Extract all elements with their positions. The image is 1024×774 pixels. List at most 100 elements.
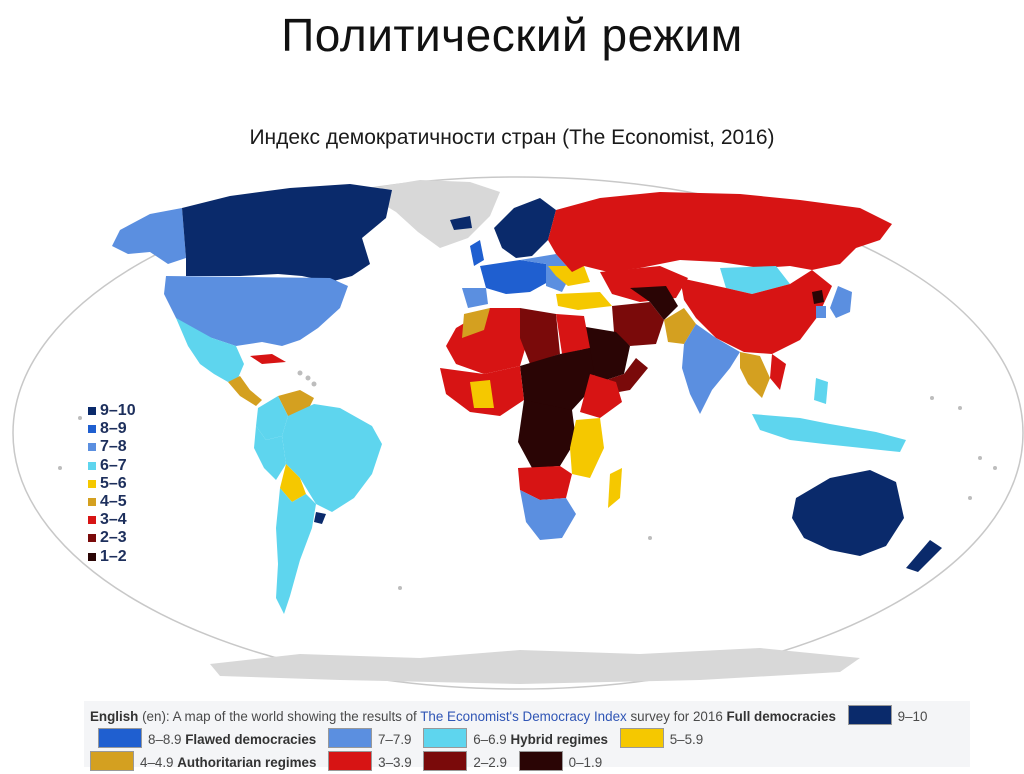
country-uruguay[interactable] (314, 512, 326, 524)
country-russia[interactable] (548, 192, 892, 272)
caption-auth-range-c: 0–1.9 (568, 755, 603, 770)
country-morocco[interactable] (462, 308, 490, 338)
caption-full-range: 9–10 (897, 709, 928, 724)
country-colombia[interactable] (256, 396, 288, 440)
country-usa-alaska[interactable] (112, 208, 186, 264)
legend-label: 8–9 (100, 420, 127, 438)
caption-flawed-range-a: 8–8.9 (148, 732, 182, 747)
legend-swatch (88, 498, 96, 507)
legend-label: 3–4 (100, 511, 127, 529)
legend-label: 6–7 (100, 456, 127, 474)
country-ghana-region[interactable] (470, 380, 494, 408)
legend-swatch (88, 534, 96, 543)
legend-item: 4–5 (88, 493, 136, 511)
caption-hybrid-range-b: 5–5.9 (669, 732, 704, 747)
country-pakistan[interactable] (664, 308, 696, 344)
swatch-auth-a (328, 751, 373, 771)
legend-label: 2–3 (100, 529, 127, 547)
legend-label: 9–10 (100, 402, 136, 420)
country-ethiopia-region[interactable] (580, 374, 622, 418)
caption-hybrid-range-c: 4–4.9 (140, 755, 174, 770)
caption-hybrid-label: Hybrid regimes (510, 732, 608, 747)
country-libya[interactable] (520, 308, 560, 364)
country-vietnam[interactable] (770, 354, 786, 390)
country-central-america[interactable] (228, 376, 262, 406)
country-egypt[interactable] (556, 314, 590, 354)
country-peru[interactable] (254, 426, 286, 480)
country-madagascar[interactable] (608, 468, 622, 508)
country-greenland[interactable] (360, 180, 500, 248)
legend-item: 3–4 (88, 511, 136, 529)
legend-item: 2–3 (88, 529, 136, 547)
world-map (0, 168, 1024, 698)
map-legend: 9–10 8–9 7–8 6–7 5–6 4–5 3–4 2–3 1–2 (88, 402, 136, 566)
country-new-zealand[interactable] (906, 540, 942, 572)
legend-label: 7–8 (100, 438, 127, 456)
caption-box: English (en): A map of the world showing… (84, 701, 970, 771)
legend-swatch (88, 407, 96, 416)
country-afghanistan-region[interactable] (630, 286, 678, 320)
small-islands (58, 370, 997, 590)
country-mexico[interactable] (176, 318, 244, 382)
caption-auth-range-b: 2–2.9 (473, 755, 507, 770)
country-turkey[interactable] (556, 292, 612, 310)
legend-swatch (88, 425, 96, 434)
swatch-hybrid-c (90, 751, 134, 771)
country-sudan-chad[interactable] (520, 348, 596, 418)
legend-swatch (88, 479, 96, 488)
country-north-korea[interactable] (812, 290, 824, 304)
country-mongolia[interactable] (720, 266, 790, 294)
page-title: Политический режим (281, 9, 743, 61)
legend-swatch (88, 443, 96, 452)
caption-flawed-label: Flawed democracies (185, 732, 317, 747)
democracy-index-link[interactable]: The Economist's Democracy Index (420, 709, 627, 724)
legend-label: 5–6 (100, 474, 127, 492)
country-indonesia[interactable] (752, 414, 906, 452)
country-angola-zambia[interactable] (518, 466, 572, 500)
legend-item: 8–9 (88, 420, 136, 438)
country-iberia[interactable] (462, 288, 488, 308)
legend-item: 5–6 (88, 475, 136, 493)
caption-text-1: A map of the world showing the results o… (172, 709, 417, 724)
country-bolivia[interactable] (280, 464, 306, 502)
caption-flawed-range-b: 7–7.9 (377, 732, 412, 747)
country-iceland[interactable] (450, 216, 472, 230)
country-western-europe[interactable] (480, 260, 548, 294)
swatch-hybrid-a (423, 728, 468, 748)
country-argentina-chile[interactable] (276, 488, 316, 614)
country-myanmar-thailand[interactable] (740, 352, 770, 398)
caption-language: English (90, 709, 139, 724)
country-australia[interactable] (792, 470, 904, 556)
country-scandinavia[interactable] (494, 198, 556, 258)
country-cuba[interactable] (250, 354, 286, 364)
country-south-korea[interactable] (816, 306, 826, 318)
swatch-flawed-b (327, 728, 372, 748)
country-canada[interactable] (182, 184, 392, 282)
legend-item: 1–2 (88, 548, 136, 566)
swatch-auth-c (518, 751, 563, 771)
country-japan[interactable] (830, 286, 852, 318)
swatch-full (847, 705, 892, 725)
country-eastern-europe[interactable] (520, 254, 572, 292)
country-china[interactable] (680, 270, 832, 354)
country-central-africa[interactable] (518, 400, 576, 468)
swatch-auth-b (423, 751, 468, 771)
caption-hybrid-range-a: 6–6.9 (473, 732, 507, 747)
country-india[interactable] (682, 324, 740, 414)
country-usa[interactable] (164, 276, 348, 346)
country-iran[interactable] (612, 302, 664, 346)
country-uk[interactable] (470, 240, 484, 266)
swatch-flawed-a (98, 728, 142, 748)
country-brazil[interactable] (282, 404, 382, 512)
map-subtitle: Индекс демократичности стран (The Econom… (249, 126, 775, 149)
swatch-hybrid-b (619, 728, 664, 748)
legend-swatch (88, 461, 96, 470)
country-philippines[interactable] (814, 378, 828, 404)
country-ukraine[interactable] (548, 266, 590, 286)
caption-full-label: Full democracies (726, 709, 836, 724)
country-east-africa[interactable] (570, 418, 604, 478)
caption-text-2: survey for 2016 (630, 709, 723, 724)
country-southern-africa[interactable] (520, 490, 576, 540)
caption-language-code: (en): (142, 709, 170, 724)
world-map-svg (12, 176, 1024, 690)
